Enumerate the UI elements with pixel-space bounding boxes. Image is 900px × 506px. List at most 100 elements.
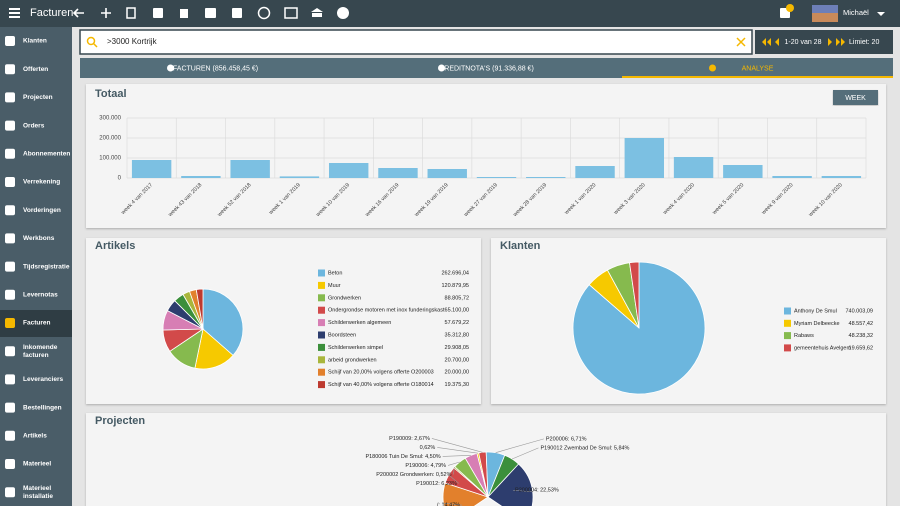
clear-search[interactable] [736,37,746,47]
search-icon [86,36,96,46]
sidebar-icon[interactable] [5,346,15,357]
sidebar-label[interactable]: Projecten [23,94,53,101]
bank-icon[interactable] [311,8,323,17]
legend-label: arbeid grondwerken [328,357,377,363]
tab-label[interactable]: ANALYSE [742,65,774,72]
pdf-icon[interactable] [205,8,216,18]
sidebar-icon[interactable] [5,430,15,441]
slice-label: P190012: 6,23% [416,481,457,487]
legend-value: 35.312,80 [445,332,469,338]
bar [723,165,763,178]
bar [772,176,812,178]
copy-icon[interactable] [126,7,136,19]
top-bar [0,0,900,27]
bar [427,169,467,178]
legend-swatch [318,356,325,364]
prev-page[interactable] [775,38,779,46]
sidebar-label-line: installatie [23,493,53,500]
bar [230,160,270,178]
sidebar-label[interactable]: Orders [23,122,45,129]
sidebar-icon[interactable] [5,205,15,216]
sidebar-icon[interactable] [5,459,15,469]
legend-label: Schijf van 20,00% volgens offerte O20000… [328,370,434,376]
sidebar-icon[interactable] [5,374,15,385]
search-box[interactable] [79,29,753,55]
last-page[interactable] [836,38,845,46]
legend-swatch [784,307,791,315]
label-leader [442,455,471,457]
slice-label: /: 14,47% [437,503,460,506]
pie-slice [202,288,244,356]
label-leader [443,502,463,506]
sidebar-icon[interactable] [5,261,15,272]
chart-title: Projecten [95,415,145,427]
sidebar-label[interactable]: Tijdsregistratie [23,263,70,270]
sidebar-label[interactable]: Materieel installatie [23,485,53,500]
sidebar-label[interactable]: Leveranciers [23,376,63,383]
sidebar-icon[interactable] [5,92,15,103]
legend-value: 120.879,95 [441,283,469,289]
menu-button[interactable] [9,8,20,18]
user-menu-arrow[interactable] [877,12,885,16]
sidebar-icon[interactable] [5,177,15,187]
sidebar-icon[interactable] [5,36,15,46]
sidebar-label[interactable]: Offerten [23,66,48,73]
pie-slice [195,288,204,330]
legend-label: Grondwerken [328,295,361,301]
back-icon[interactable] [72,8,84,18]
tab-label[interactable]: FACTUREN (856.458,45 €) [173,65,258,72]
sidebar-label[interactable]: Verrekening [23,179,60,186]
sidebar-icon[interactable] [5,120,15,131]
sidebar-icon[interactable] [5,233,15,244]
download-icon[interactable] [232,8,242,18]
week-button[interactable] [833,90,878,105]
legend-label: gemeentehuis Avelgem [794,345,851,351]
sidebar-label[interactable]: Abonnementen [23,151,70,158]
sidebar-label[interactable]: Inkomende facturen [23,344,58,359]
legend-swatch [318,306,325,314]
sidebar-label[interactable]: Facturen [23,320,50,327]
payment-icon[interactable] [284,7,298,19]
slice-label: P200004: 22,53% [515,488,559,494]
euro-icon[interactable] [257,6,271,20]
sidebar-label[interactable]: Artikels [23,433,47,440]
remove-icon[interactable] [153,8,163,18]
sidebar-icon[interactable] [5,148,15,159]
legend-label: Muur [328,283,341,289]
app-title: Facturen [30,7,73,19]
search-query[interactable]: >3000 Kortrijk [107,37,158,46]
sidebar-label[interactable]: Klanten [23,38,47,45]
tab-label[interactable]: CREDITNOTA'S (91.336,88 €) [439,65,534,72]
legend-label: Rabaws [794,333,814,339]
y-tick-label: 0 [118,176,122,182]
delete-icon[interactable] [180,9,188,18]
pie-slice [572,261,706,395]
sidebar-label[interactable]: Werkbons [23,235,55,242]
sidebar-label[interactable]: Vorderingen [23,207,61,214]
legend-value: 48.238,32 [849,333,873,339]
sidebar-icon[interactable] [5,289,15,300]
sidebar-icon[interactable] [5,64,15,75]
sidebar-icon[interactable] [5,487,15,498]
sidebar-label[interactable]: Bestellingen [23,404,62,411]
legend-value: 48.557,42 [849,321,873,327]
y-tick-label: 200.000 [99,136,121,142]
legend-label: Schijf van 40,00% volgens offerte O18001… [328,382,434,388]
next-page[interactable] [828,38,832,46]
account-icon[interactable] [337,7,349,19]
tab-bar [80,58,893,78]
bar [821,176,862,178]
first-page[interactable] [762,38,771,46]
legend-label: Ondergrondse motoren met inox funderings… [328,308,445,314]
sidebar-icon[interactable] [5,318,15,328]
user-name[interactable]: Michaël [843,8,869,17]
label-leader [513,489,533,493]
add-icon[interactable] [101,8,111,18]
limit[interactable]: Limiet: 20 [849,39,879,46]
sidebar-label[interactable]: Materieel [23,461,51,468]
sidebar-icon[interactable] [5,402,15,413]
sidebar-label[interactable]: Levernotas [23,292,58,299]
week-button-label[interactable]: WEEK [845,95,866,102]
